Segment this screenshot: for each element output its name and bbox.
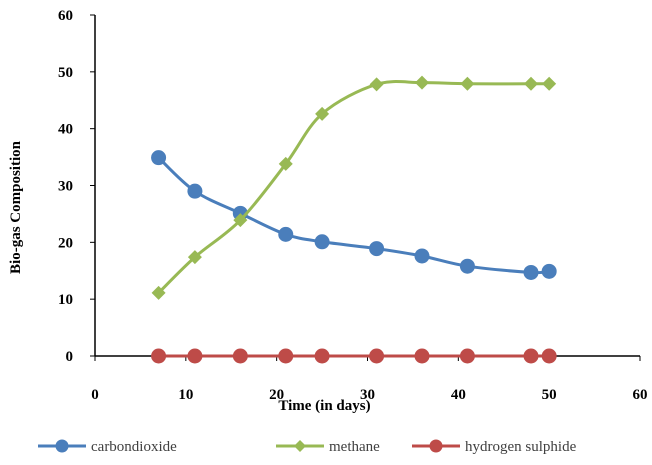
x-tick-label: 0 bbox=[91, 387, 99, 403]
data-point-methane bbox=[369, 77, 384, 92]
data-point-methane bbox=[151, 285, 166, 300]
legend-marker-methane bbox=[294, 440, 306, 452]
data-point-methane bbox=[415, 75, 429, 90]
legend-marker-hydrogen-sulphide bbox=[429, 439, 443, 453]
data-point-hydrogen-sulphide bbox=[278, 348, 294, 364]
data-point-carbondioxide bbox=[369, 241, 385, 257]
tick-labels: 0 10 20 30 40 50 60 0 10 20 30 40 50 60 bbox=[58, 8, 648, 403]
x-tick-label: 30 bbox=[360, 387, 375, 403]
series-methane bbox=[151, 75, 557, 300]
data-point-hydrogen-sulphide bbox=[151, 348, 167, 364]
y-tick-label: 40 bbox=[58, 122, 73, 138]
y-tick-label: 0 bbox=[66, 349, 74, 365]
data-point-methane bbox=[460, 76, 475, 91]
legend-label-carbondioxide: carbondioxide bbox=[91, 439, 177, 455]
data-point-carbondioxide bbox=[314, 234, 330, 250]
axes bbox=[90, 14, 641, 361]
data-point-methane bbox=[524, 76, 538, 91]
data-point-carbondioxide bbox=[187, 183, 203, 199]
data-point-hydrogen-sulphide bbox=[187, 348, 203, 364]
x-tick-label: 20 bbox=[269, 387, 284, 403]
y-tick-label: 10 bbox=[58, 292, 73, 308]
data-point-hydrogen-sulphide bbox=[414, 348, 430, 364]
data-point-hydrogen-sulphide bbox=[459, 348, 475, 364]
data-point-hydrogen-sulphide bbox=[523, 348, 539, 364]
data-point-carbondioxide bbox=[151, 150, 167, 166]
y-tick-label: 50 bbox=[58, 65, 73, 81]
legend-marker-carbondioxide bbox=[55, 439, 69, 453]
y-tick-label: 30 bbox=[58, 179, 73, 195]
data-point-methane bbox=[233, 213, 248, 228]
series-group bbox=[151, 75, 557, 364]
series-line-methane bbox=[157, 80, 550, 294]
data-point-methane bbox=[278, 156, 293, 171]
legend: carbondioxide methane hydrogen sulphide bbox=[38, 439, 577, 455]
series-line-carbondioxide bbox=[157, 156, 550, 275]
x-tick-label: 50 bbox=[542, 387, 557, 403]
y-axis-title: Bio-gas Composition bbox=[8, 140, 24, 274]
series-hydrogen-sulphide bbox=[151, 348, 557, 364]
data-point-methane bbox=[187, 250, 202, 265]
data-point-carbondioxide bbox=[414, 248, 430, 264]
data-point-methane bbox=[542, 76, 557, 91]
data-point-carbondioxide bbox=[541, 263, 557, 279]
data-point-hydrogen-sulphide bbox=[541, 348, 557, 364]
legend-item-hydrogen-sulphide: hydrogen sulphide bbox=[412, 439, 577, 455]
x-tick-label: 60 bbox=[633, 387, 648, 403]
data-point-carbondioxide bbox=[523, 264, 539, 280]
data-point-hydrogen-sulphide bbox=[232, 348, 248, 364]
data-point-carbondioxide bbox=[278, 226, 294, 242]
x-axis-title: Time (in days) bbox=[278, 398, 370, 414]
data-point-hydrogen-sulphide bbox=[369, 348, 385, 364]
series-carbondioxide bbox=[151, 150, 557, 280]
legend-item-carbondioxide: carbondioxide bbox=[38, 439, 177, 455]
y-tick-label: 60 bbox=[58, 8, 73, 24]
legend-label-methane: methane bbox=[329, 439, 380, 455]
y-tick-label: 20 bbox=[58, 235, 73, 251]
data-point-carbondioxide bbox=[459, 258, 475, 274]
legend-item-methane: methane bbox=[276, 439, 380, 455]
data-point-methane bbox=[315, 106, 330, 121]
x-tick-label: 10 bbox=[178, 387, 193, 403]
data-point-hydrogen-sulphide bbox=[314, 348, 330, 364]
x-tick-label: 40 bbox=[451, 387, 466, 403]
legend-label-hydrogen-sulphide: hydrogen sulphide bbox=[465, 439, 577, 455]
